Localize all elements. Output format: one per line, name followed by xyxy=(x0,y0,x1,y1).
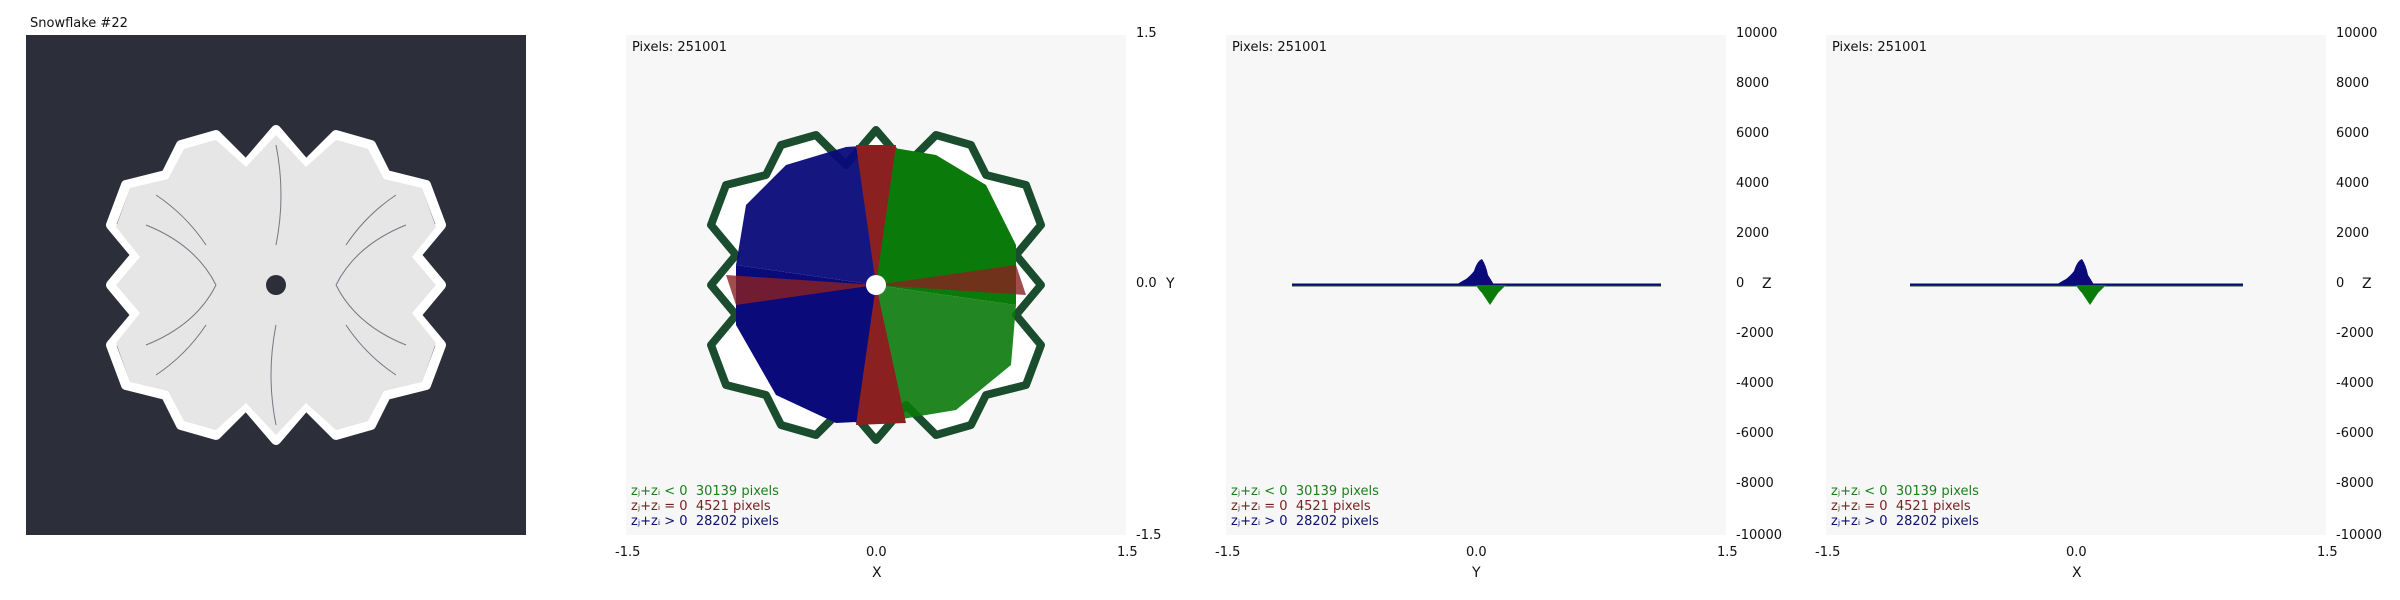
legend-negative: zⱼ+zᵢ < 0 30139 pixels xyxy=(631,484,779,499)
z-tick: 10000 xyxy=(2336,26,2378,41)
legend: zⱼ+zᵢ < 0 30139 pixels zⱼ+zᵢ = 0 4521 pi… xyxy=(631,484,779,529)
y-axis-label: Y xyxy=(1166,276,1175,292)
legend-zero: zⱼ+zᵢ = 0 4521 pixels xyxy=(1231,499,1371,514)
pixel-count: Pixels: 251001 xyxy=(1832,40,1927,55)
legend-negative: zⱼ+zᵢ < 0 30139 pixels xyxy=(1231,484,1379,499)
x-tick-right: 1.5 xyxy=(1117,545,1138,560)
z-tick: -6000 xyxy=(1736,426,1774,441)
z-tick: -4000 xyxy=(1736,376,1774,391)
y-tick-top: 1.5 xyxy=(1136,26,1157,41)
z-tick: 8000 xyxy=(2336,76,2370,91)
x-tick-left: -1.5 xyxy=(615,545,641,560)
x-tick-mid: 0.0 xyxy=(866,545,887,560)
legend: zⱼ+zᵢ < 0 30139 pixels zⱼ+zᵢ = 0 4521 pi… xyxy=(1231,484,1379,529)
projection-xz-image xyxy=(1910,259,2243,305)
legend-zero: zⱼ+zᵢ = 0 4521 pixels xyxy=(631,499,771,514)
pixel-count: Pixels: 251001 xyxy=(1232,40,1327,55)
snowflake-image xyxy=(106,125,446,445)
y-tick-bottom: -1.5 xyxy=(1136,528,1162,543)
legend-positive: zⱼ+zᵢ > 0 28202 pixels xyxy=(1831,514,1979,529)
z-tick: 6000 xyxy=(1736,126,1770,141)
projection-yz-image xyxy=(1292,259,1661,305)
z-tick: -2000 xyxy=(2336,326,2374,341)
projection-yz-panel: Pixels: 251001 zⱼ+zᵢ < 0 30139 pixels zⱼ… xyxy=(1226,35,1726,535)
z-tick: -10000 xyxy=(2336,528,2383,543)
x-axis-label: Y xyxy=(1472,565,1481,581)
pixel-count: Pixels: 251001 xyxy=(632,40,727,55)
z-tick: 0 xyxy=(1736,276,1745,291)
z-tick: -8000 xyxy=(2336,476,2374,491)
z-tick: -8000 xyxy=(1736,476,1774,491)
legend-positive: zⱼ+zᵢ > 0 28202 pixels xyxy=(1231,514,1379,529)
z-tick: -10000 xyxy=(1736,528,1783,543)
projection-xy-image xyxy=(707,126,1045,444)
z-axis-label: Z xyxy=(2362,276,2372,292)
z-tick: 2000 xyxy=(1736,226,1770,241)
projection-xy-panel: Pixels: 251001 zⱼ+zᵢ < 0 30139 pixels zⱼ… xyxy=(626,35,1126,535)
legend-negative: zⱼ+zᵢ < 0 30139 pixels xyxy=(1831,484,1979,499)
y-tick-mid: 0.0 xyxy=(1136,276,1157,291)
z-tick: 8000 xyxy=(1736,76,1770,91)
x-axis-label: X xyxy=(872,565,882,581)
z-axis-label: Z xyxy=(1762,276,1772,292)
snowflake-render-panel xyxy=(26,35,526,535)
z-tick: -2000 xyxy=(1736,326,1774,341)
z-tick: -6000 xyxy=(2336,426,2374,441)
legend: zⱼ+zᵢ < 0 30139 pixels zⱼ+zᵢ = 0 4521 pi… xyxy=(1831,484,1979,529)
x-tick-mid: 0.0 xyxy=(1466,545,1487,560)
z-tick: 4000 xyxy=(1736,176,1770,191)
x-tick-right: 1.5 xyxy=(1717,545,1738,560)
legend-zero: zⱼ+zᵢ = 0 4521 pixels xyxy=(1831,499,1971,514)
z-tick: 10000 xyxy=(1736,26,1778,41)
z-tick: 6000 xyxy=(2336,126,2370,141)
x-tick-left: -1.5 xyxy=(1215,545,1241,560)
x-axis-label: X xyxy=(2072,565,2082,581)
z-tick: 4000 xyxy=(2336,176,2370,191)
x-tick-mid: 0.0 xyxy=(2066,545,2087,560)
legend-positive: zⱼ+zᵢ > 0 28202 pixels xyxy=(631,514,779,529)
window-title: Snowflake #22 xyxy=(30,16,128,31)
z-tick: 0 xyxy=(2336,276,2345,291)
x-tick-right: 1.5 xyxy=(2317,545,2338,560)
z-tick: -4000 xyxy=(2336,376,2374,391)
z-tick: 2000 xyxy=(2336,226,2370,241)
projection-xz-panel: Pixels: 251001 zⱼ+zᵢ < 0 30139 pixels zⱼ… xyxy=(1826,35,2326,535)
x-tick-left: -1.5 xyxy=(1815,545,1841,560)
